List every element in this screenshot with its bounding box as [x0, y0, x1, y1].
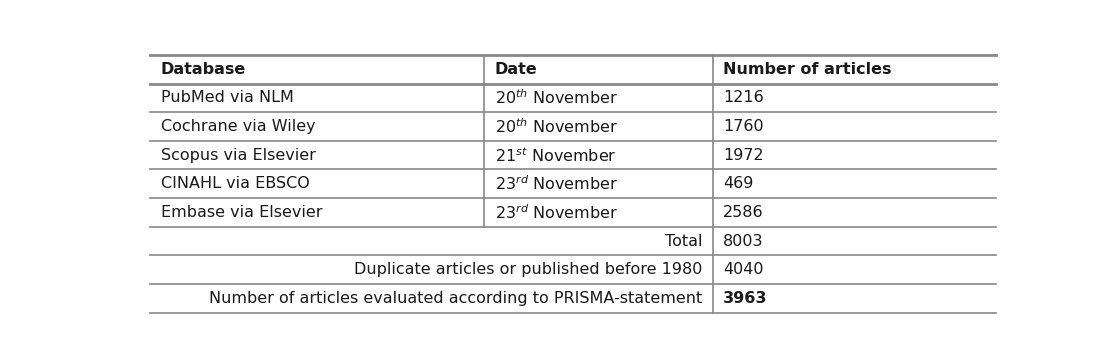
- Text: 4040: 4040: [723, 262, 764, 277]
- Text: 1216: 1216: [723, 90, 764, 105]
- Text: Scopus via Elsevier: Scopus via Elsevier: [161, 148, 315, 163]
- Text: Number of articles evaluated according to PRISMA-statement: Number of articles evaluated according t…: [209, 291, 702, 306]
- Text: Total: Total: [664, 234, 702, 249]
- Text: Number of articles: Number of articles: [723, 62, 891, 77]
- Text: 1972: 1972: [723, 148, 764, 163]
- Text: 20$^{th}$ November: 20$^{th}$ November: [494, 88, 617, 107]
- Text: 2586: 2586: [723, 205, 764, 220]
- Text: Cochrane via Wiley: Cochrane via Wiley: [161, 119, 315, 134]
- Text: Database: Database: [161, 62, 246, 77]
- Text: PubMed via NLM: PubMed via NLM: [161, 90, 293, 105]
- Text: 1760: 1760: [723, 119, 764, 134]
- Text: 20$^{th}$ November: 20$^{th}$ November: [494, 117, 617, 136]
- Text: CINAHL via EBSCO: CINAHL via EBSCO: [161, 176, 310, 191]
- Text: 469: 469: [723, 176, 754, 191]
- Text: 3963: 3963: [723, 291, 767, 306]
- Text: 23$^{rd}$ November: 23$^{rd}$ November: [494, 203, 618, 222]
- Text: 21$^{st}$ November: 21$^{st}$ November: [494, 146, 616, 165]
- Text: Duplicate articles or published before 1980: Duplicate articles or published before 1…: [353, 262, 702, 277]
- Text: Embase via Elsevier: Embase via Elsevier: [161, 205, 322, 220]
- Text: 23$^{rd}$ November: 23$^{rd}$ November: [494, 174, 618, 193]
- Text: Date: Date: [494, 62, 538, 77]
- Text: 8003: 8003: [723, 234, 764, 249]
